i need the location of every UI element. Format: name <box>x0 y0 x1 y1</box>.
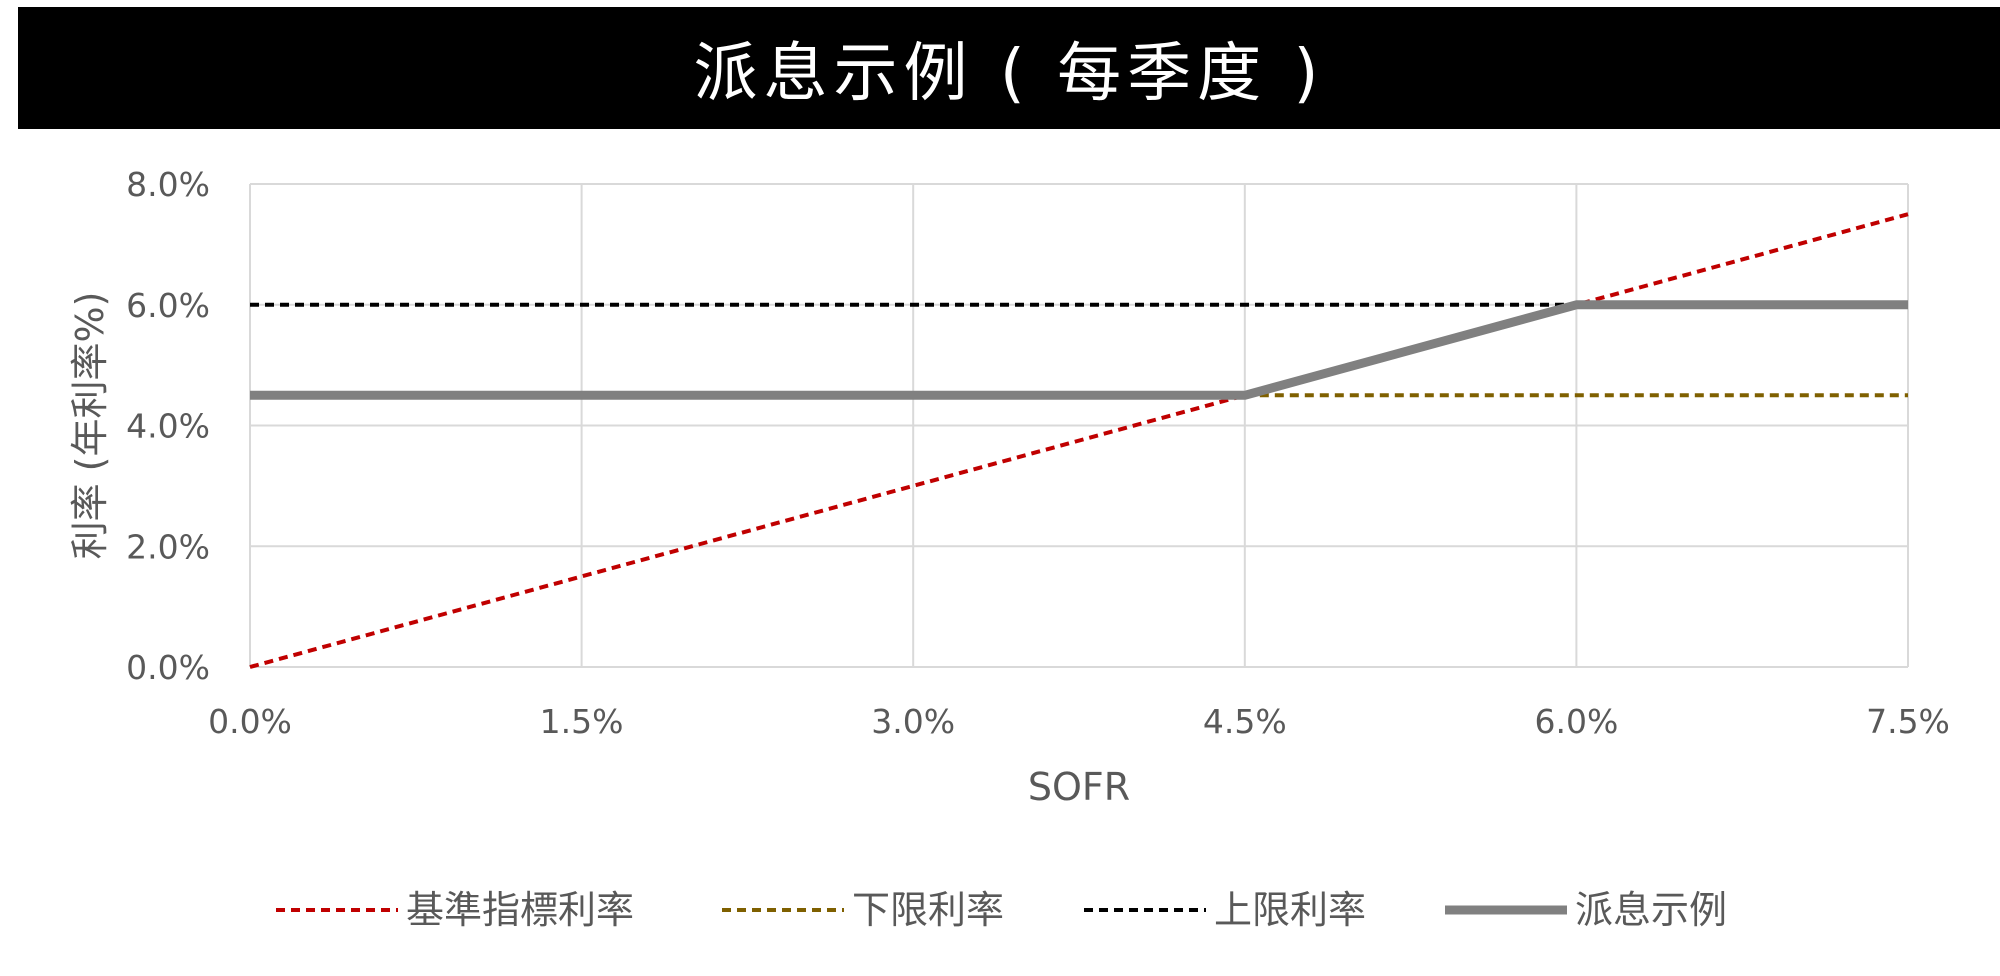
y-tick-label: 8.0% <box>126 165 210 204</box>
legend-label: 派息示例 <box>1575 888 1727 932</box>
y-tick-label: 0.0% <box>126 648 210 687</box>
x-tick-label: 1.5% <box>540 702 624 741</box>
grid-lines <box>249 183 1909 668</box>
y-tick-label: 4.0% <box>126 407 210 446</box>
series-line-1 <box>249 212 1909 669</box>
x-tick-label: 4.5% <box>1203 702 1287 741</box>
x-tick-label: 0.0% <box>208 702 292 741</box>
chart-title-bar: 派息示例 ( 每季度 ) <box>18 7 2000 129</box>
legend-label: 下限利率 <box>852 888 1004 932</box>
y-axis-label: 利率 (年利率%) <box>68 292 112 560</box>
y-axis-ticks: 0.0% 2.0% 4.0% 6.0% 8.0% <box>126 165 210 687</box>
x-axis-label: SOFR <box>1028 765 1130 809</box>
y-tick-label: 6.0% <box>126 286 210 325</box>
x-tick-label: 7.5% <box>1866 702 1950 741</box>
legend: 基準指標利率 下限利率 上限利率 派息示例 <box>276 888 1727 932</box>
legend-label: 上限利率 <box>1214 888 1366 932</box>
x-tick-label: 3.0% <box>871 702 955 741</box>
series-line-4 <box>250 300 1908 400</box>
legend-label: 基準指標利率 <box>406 888 634 932</box>
y-tick-label: 2.0% <box>126 527 210 566</box>
series-lines <box>249 212 1909 669</box>
x-axis-ticks: 0.0% 1.5% 3.0% 4.5% 6.0% 7.5% <box>208 702 1950 741</box>
chart-title: 派息示例 ( 每季度 ) <box>693 37 1325 111</box>
x-tick-label: 6.0% <box>1534 702 1618 741</box>
